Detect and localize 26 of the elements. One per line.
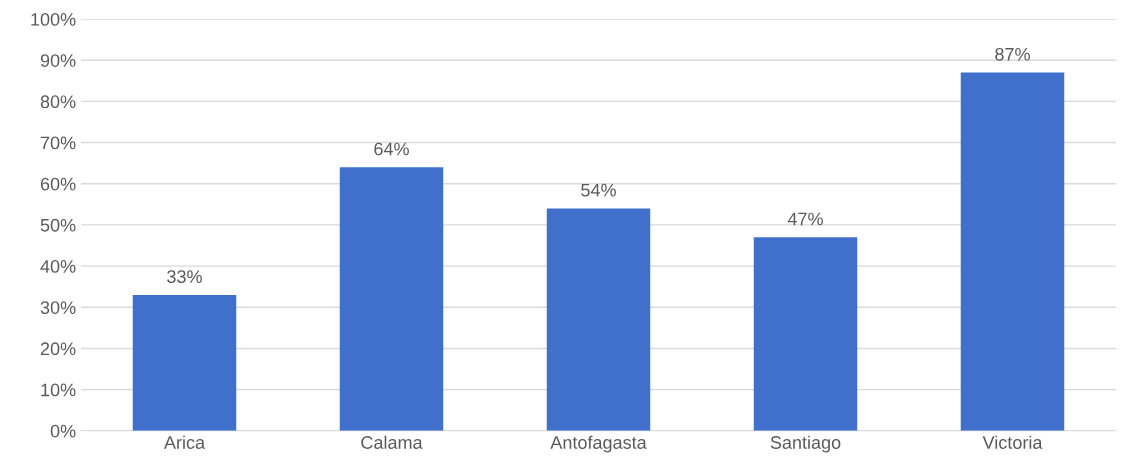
x-tick-label: Calama [361, 435, 423, 449]
data-label: 54% [581, 183, 616, 197]
y-tick-label: 80% [40, 95, 76, 109]
y-tick-label: 50% [40, 218, 76, 232]
x-tick-label: Antofagasta [550, 435, 647, 453]
y-tick-label: 70% [40, 136, 76, 150]
y-tick-label: 90% [40, 54, 76, 67]
data-label: 87% [995, 47, 1030, 61]
y-tick-label: 0% [50, 424, 76, 438]
x-tick-label: Arica [163, 435, 206, 449]
y-tick-label: 10% [41, 383, 76, 397]
bar [546, 208, 651, 431]
data-label: 64% [374, 142, 409, 156]
y-tick-label: 20% [40, 342, 76, 356]
y-tick-label: 30% [40, 301, 76, 314]
data-label: 47% [787, 212, 823, 226]
x-tick-label: Victoria [982, 435, 1043, 449]
y-tick-label: 40% [40, 260, 76, 273]
bar [753, 237, 858, 431]
x-tick-label: Santiago [770, 435, 841, 453]
bar [132, 294, 237, 431]
y-tick-label: 100% [31, 12, 76, 26]
data-label: 33% [167, 270, 202, 283]
bar [339, 167, 444, 431]
bar [960, 72, 1065, 431]
y-tick-label: 60% [40, 177, 76, 191]
